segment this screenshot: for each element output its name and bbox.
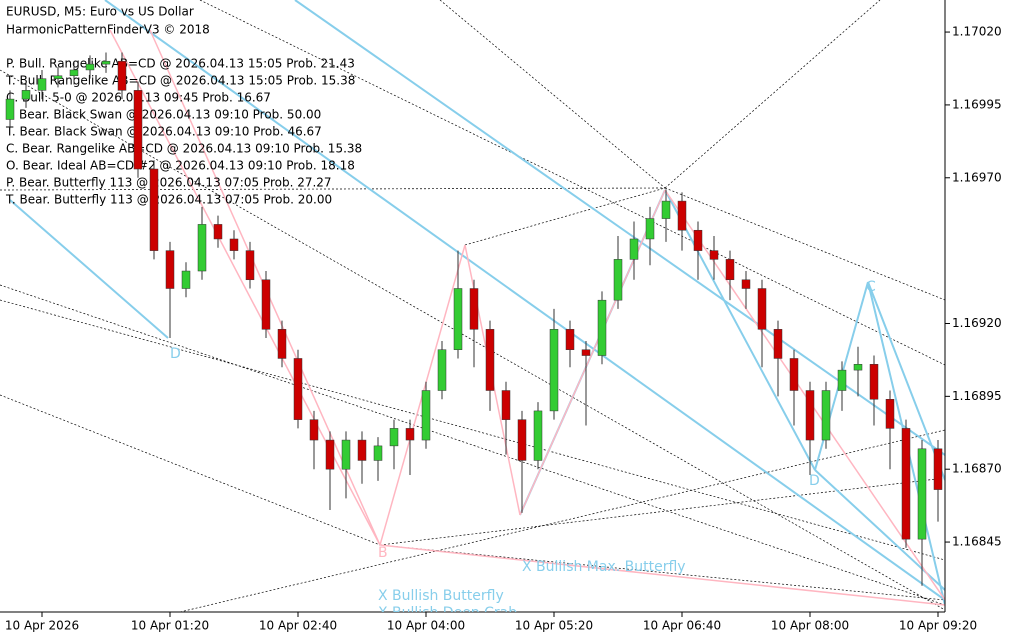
candle-body (773, 329, 783, 359)
chart-title: EURUSD, M5: Euro vs US Dollar (6, 5, 194, 19)
candle-body (293, 358, 303, 420)
candle-body (21, 90, 31, 100)
y-tick-label: 1.16995 (952, 97, 1002, 111)
pattern-report: T. Bull. Rangelike AB=CD @ 2026.04.13 15… (5, 74, 355, 88)
pattern-label: X Bullish Max. Butterfly (522, 559, 686, 575)
x-tick-label: 10 Apr 08:00 (771, 619, 849, 633)
x-tick-label: 10 Apr 2026 (5, 619, 79, 633)
candle-body (181, 270, 191, 289)
candle-body (757, 288, 767, 330)
candle-body (405, 428, 415, 441)
candle-body (325, 439, 335, 470)
candle-body (373, 445, 383, 461)
x-tick-label: 10 Apr 09:20 (899, 619, 977, 633)
candle-body (917, 448, 927, 540)
candle-body (581, 349, 591, 356)
candle-body (165, 250, 175, 289)
pattern-report: P. Bear. Black Swan @ 2026.04.13 09:10 P… (6, 108, 321, 122)
candle-body (869, 364, 879, 400)
pattern-report: O. Bear. Ideal AB=CD #2 @ 2026.04.13 09:… (6, 159, 355, 173)
candle-body (677, 200, 687, 231)
candle-body (213, 224, 223, 240)
pattern-label: B (378, 545, 388, 561)
candle-body (549, 329, 559, 412)
candle-body (261, 279, 271, 330)
pattern-report: T. Bear. Butterfly 113 @ 2026.04.13 07:0… (5, 193, 332, 207)
candle-body (485, 329, 495, 391)
candle-body (469, 288, 479, 330)
candle-body (805, 390, 815, 441)
y-tick-label: 1.16845 (952, 535, 1002, 549)
candle-body (837, 369, 847, 391)
candle-body (69, 69, 79, 77)
pattern-labels: D B C D X Bullish Butterfly X Bullish Max. Bu… (170, 279, 876, 621)
candle-body (613, 259, 623, 301)
candle-body (501, 390, 511, 420)
candles (5, 52, 943, 586)
pattern-report: C. Bear. Rangelike AB=CD @ 2026.04.13 09… (6, 142, 362, 156)
indicator-name: HarmonicPatternFinderV3 © 2018 (6, 23, 210, 37)
candle-body (821, 390, 831, 441)
candle-body (101, 60, 111, 65)
candle-body (197, 224, 207, 272)
candle-body (245, 250, 255, 281)
candle-body (597, 299, 607, 356)
candle-body (565, 329, 575, 350)
candle-body (277, 329, 287, 359)
candle-body (693, 229, 703, 251)
candle-body (229, 238, 239, 251)
candle-body (901, 428, 911, 540)
candle-body (133, 90, 143, 170)
candle-body (421, 390, 431, 441)
candle-body (389, 428, 399, 447)
y-tick-label: 1.16920 (952, 316, 1002, 330)
candle-body (357, 439, 367, 461)
y-tick-label: 1.16870 (952, 462, 1002, 476)
pattern-label: C (866, 279, 876, 295)
candle-body (741, 279, 751, 289)
pattern-report: P. Bear. Butterfly 113 @ 2026.04.13 07:0… (6, 176, 332, 190)
pattern-label: X Bullish Deep Crab (378, 605, 517, 621)
candle-body (37, 78, 47, 91)
pattern-label: D (809, 473, 820, 489)
candle-body (517, 419, 527, 461)
candle-body (85, 63, 95, 71)
candle-body (309, 419, 319, 441)
x-tick-label: 10 Apr 06:40 (643, 619, 721, 633)
pattern-label: D (170, 346, 181, 362)
candle-body (437, 349, 447, 391)
candle-body (885, 399, 895, 429)
y-tick-label: 1.16970 (952, 170, 1002, 184)
y-tick-label: 1.17020 (952, 25, 1002, 39)
pattern-label: X Bullish Butterfly (378, 588, 504, 604)
x-tick-label: 10 Apr 05:20 (515, 619, 593, 633)
candle-body (341, 439, 351, 470)
candle-body (117, 60, 127, 91)
candle-body (533, 410, 543, 461)
candle-body (853, 364, 863, 371)
candle-body (453, 288, 463, 350)
x-tick-label: 10 Apr 01:20 (131, 619, 209, 633)
candle-body (5, 98, 15, 120)
candle-body (629, 238, 639, 260)
candle-body (933, 448, 943, 490)
candle-body (149, 168, 159, 251)
pattern-report: T. Bear. Black Swan @ 2026.04.13 09:10 P… (5, 125, 322, 139)
x-tick-label: 10 Apr 04:00 (387, 619, 465, 633)
candle-body (725, 259, 735, 281)
candle-body (661, 200, 671, 219)
candle-body (789, 358, 799, 391)
candle-body (709, 250, 719, 260)
candle-body (645, 218, 655, 240)
candle-body (53, 75, 63, 79)
x-tick-label: 10 Apr 02:40 (259, 619, 337, 633)
pattern-lines (0, 0, 945, 612)
y-tick-label: 1.16895 (952, 389, 1002, 403)
